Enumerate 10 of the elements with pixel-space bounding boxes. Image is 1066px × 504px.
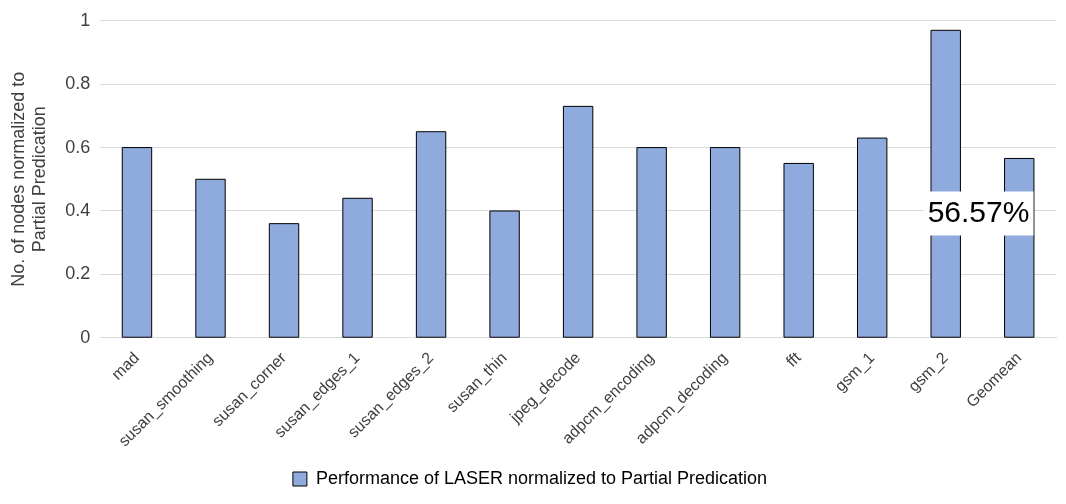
y-axis-title: No. of nodes normalized to Partial Predication (7, 71, 50, 287)
y-tick-label: 0 (80, 326, 91, 347)
y-tick-label: 0.8 (65, 73, 91, 94)
y-tick-label: 0.6 (65, 136, 91, 157)
legend-label: Performance of LASER normalized to Partial Predication (315, 467, 768, 488)
x-tick-label: fft (782, 348, 805, 370)
y-tick-label: 0.2 (65, 263, 91, 284)
y-tick-label: 0.4 (65, 199, 91, 220)
annotation: 56.57% (927, 194, 1030, 228)
y-tick-label: 1 (80, 9, 91, 30)
